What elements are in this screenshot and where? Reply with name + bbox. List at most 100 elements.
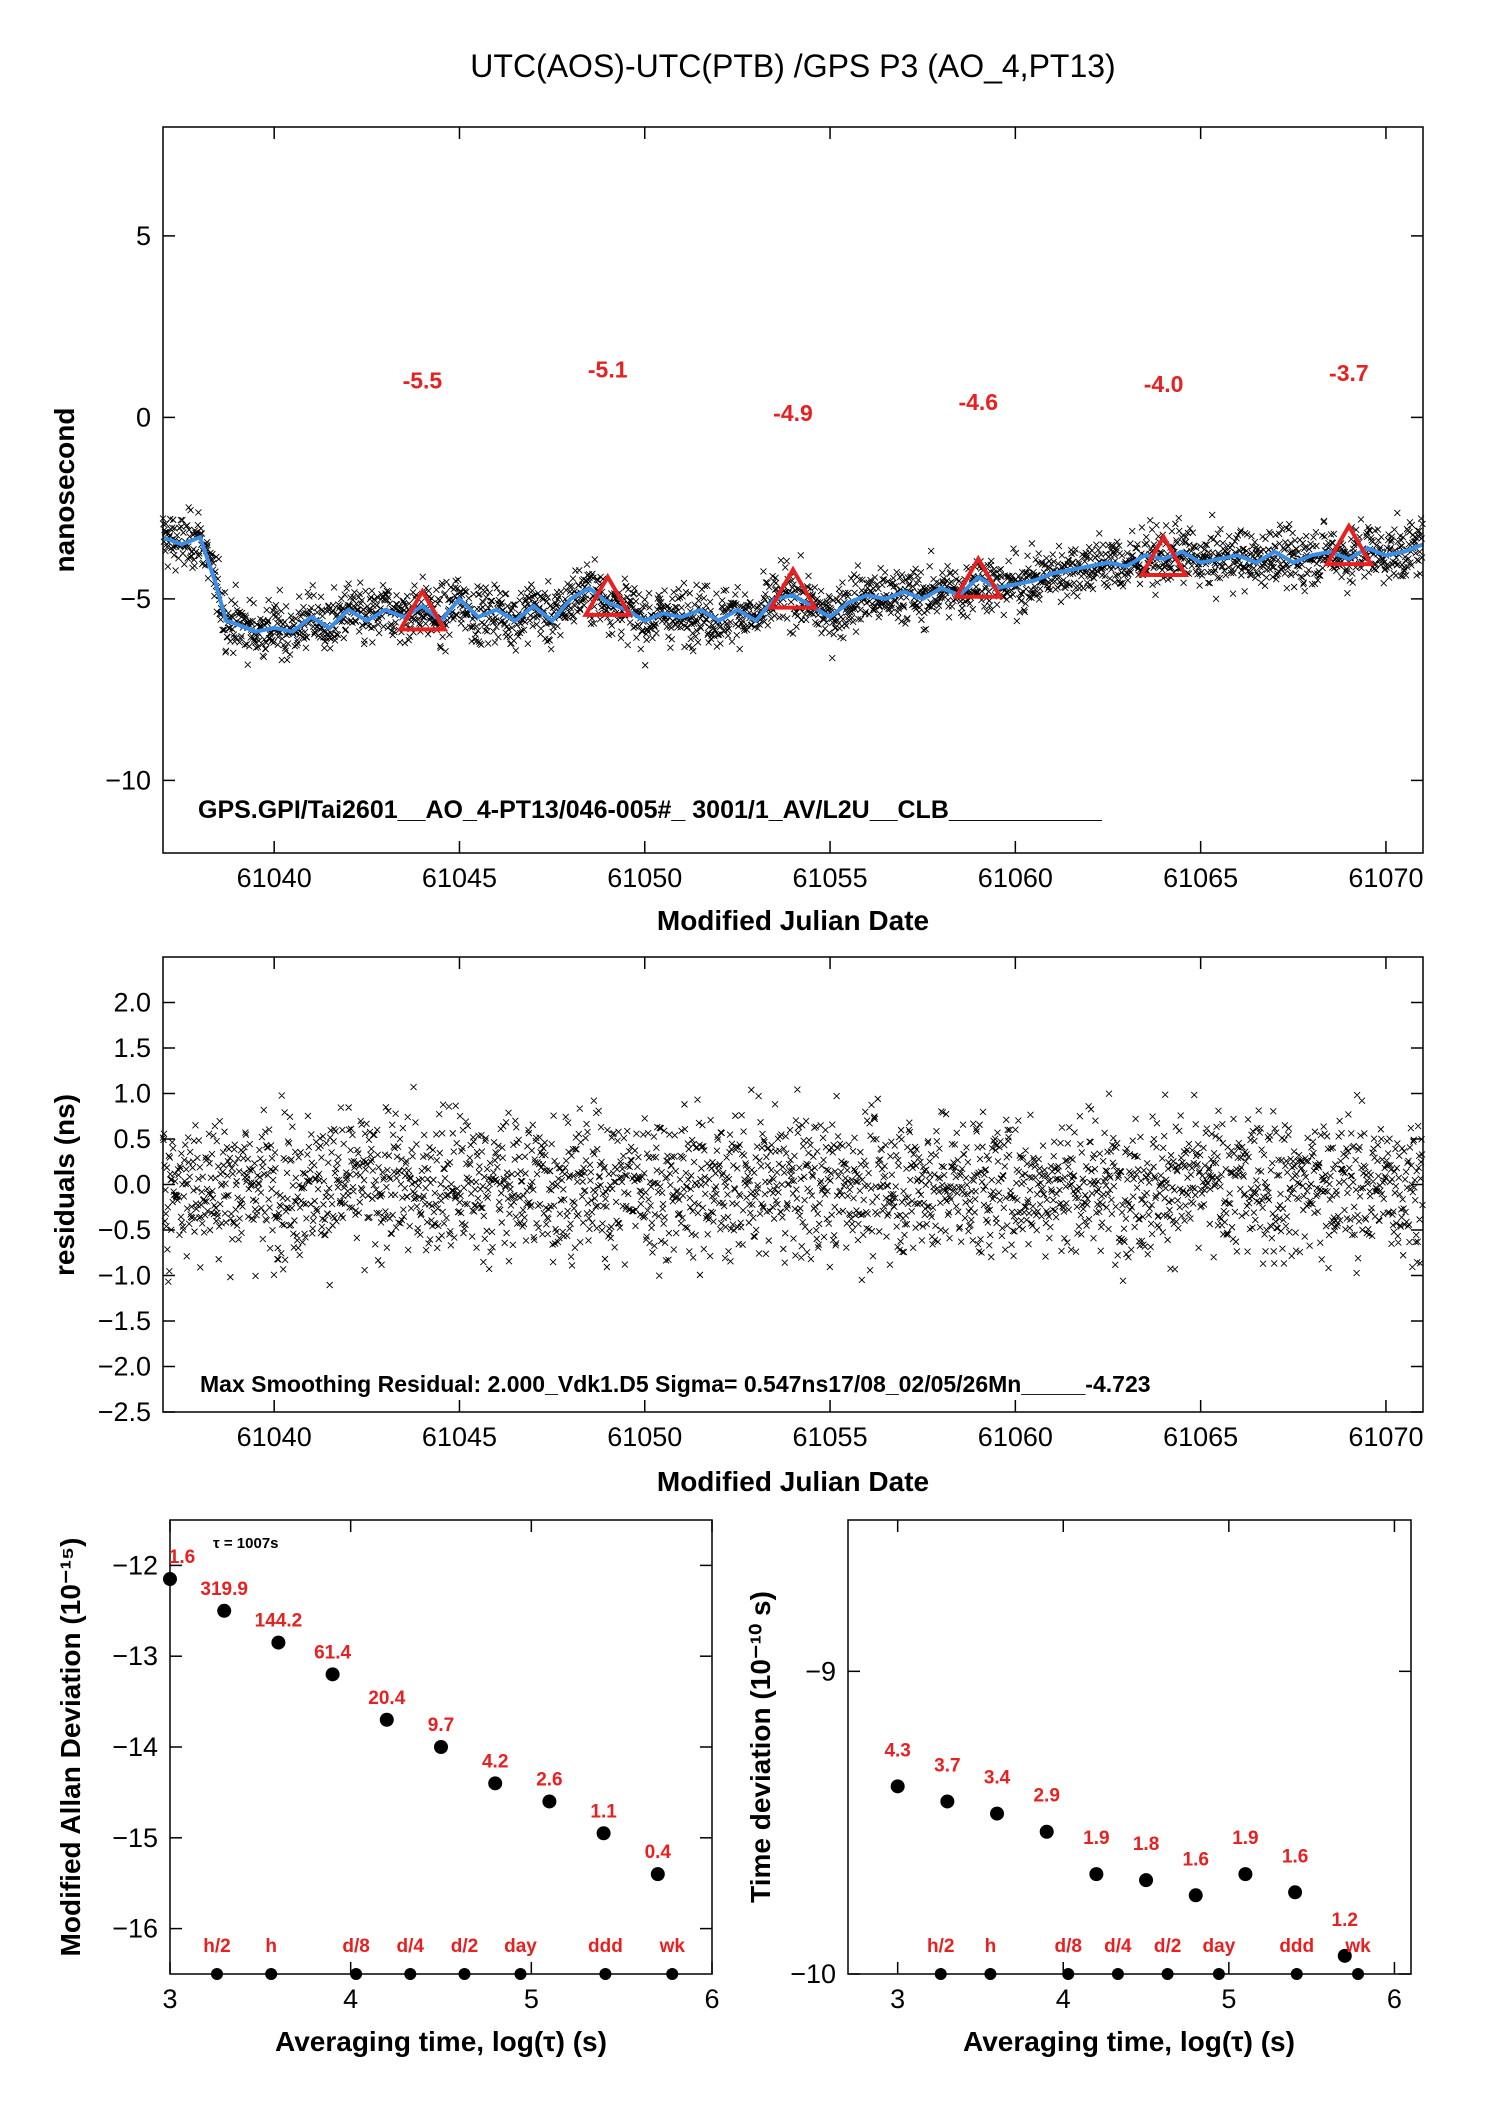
br-data-point [1188, 1888, 1203, 1903]
br-data-point [1139, 1873, 1154, 1888]
br-data-point [1039, 1824, 1054, 1839]
bl-tau-note: τ = 1007s [213, 1535, 279, 1552]
br-points: 4.3 3.7 3.4 2.9 1.9 1.8 1.6 1.9 1.6 1.2 h/2 h d/8 d/4… [884, 1740, 1371, 1980]
middle-x-tick-label: 61055 [793, 1422, 868, 1452]
bl-time-marker [404, 1968, 417, 1980]
panel-top: -5.5 -5.1 -4.9 -4.6 -4.0 -3.7 61040 61045 61050… [49, 126, 1426, 936]
bl-point-label: 1.6 [169, 1547, 195, 1568]
bl-point-label: 319.9 [200, 1579, 248, 1600]
top-x-axis-label: Modified Julian Date [657, 905, 929, 936]
top-ticks: 61040 61045 61050 61055 61060 61065 61070 5 0 −5 −… [105, 127, 1423, 893]
bl-point-label: 20.4 [368, 1688, 405, 1709]
middle-y-tick-label: 0.5 [113, 1124, 151, 1154]
br-point-label: 3.7 [934, 1755, 960, 1776]
figure-title: UTC(AOS)-UTC(PTB) /GPS P3 (AO_4,PT13) [470, 48, 1115, 84]
br-x-tick-label: 5 [1221, 1984, 1236, 2014]
middle-y-tick-label: −2.5 [98, 1397, 151, 1427]
bl-time-marker [350, 1968, 363, 1980]
top-scatter-points [159, 504, 1426, 669]
bl-time-marker-label: d/8 [342, 1936, 369, 1957]
br-y-tick-label: −9 [805, 1656, 836, 1686]
br-time-marker-label: wk [1344, 1936, 1371, 1957]
br-point-label: 1.2 [1332, 1910, 1358, 1931]
bl-ticks: 3 4 5 6 −12 −13 −14 −15 −16 [112, 1520, 720, 2014]
triangle-label: -3.7 [1329, 360, 1369, 386]
br-point-label: 1.9 [1083, 1828, 1109, 1849]
br-time-marker [1161, 1968, 1174, 1980]
bl-x-tick-label: 3 [162, 1984, 177, 2014]
br-data-point [990, 1806, 1005, 1821]
bl-time-marker [458, 1968, 471, 1980]
br-x-axis-label: Averaging time, log(τ) (s) [963, 2026, 1295, 2057]
br-time-marker [1290, 1968, 1303, 1980]
middle-x-tick-label: 61045 [422, 1422, 497, 1452]
middle-x-tick-label: 61065 [1163, 1422, 1238, 1452]
bl-time-marker [666, 1968, 679, 1980]
bl-time-marker-label: day [504, 1936, 537, 1957]
bl-y-axis-label: Modified Allan Deviation (10⁻¹⁵) [55, 1538, 86, 1957]
top-x-tick-label: 61060 [978, 863, 1053, 893]
bl-y-tick-label: −13 [112, 1641, 158, 1671]
middle-plot-frame [162, 956, 1424, 1413]
triangle-label: -4.6 [958, 389, 998, 415]
top-y-tick-label: −5 [120, 584, 151, 614]
br-time-marker-label: d/2 [1154, 1936, 1181, 1957]
br-x-tick-label: 4 [1056, 1984, 1071, 2014]
br-time-marker-label: ddd [1279, 1936, 1314, 1957]
br-data-point [940, 1794, 955, 1809]
triangle-marker [582, 572, 634, 617]
middle-x-tick-label: 61070 [1348, 1422, 1423, 1452]
middle-y-tick-label: 0.0 [113, 1170, 151, 1200]
middle-x-tick-label: 61040 [237, 1422, 312, 1452]
br-point-label: 4.3 [884, 1740, 910, 1761]
triangle-marker [952, 554, 1004, 599]
br-time-marker-label: h/2 [927, 1936, 954, 1957]
top-x-tick-label: 61050 [607, 863, 682, 893]
middle-scatter-marks [159, 1083, 1426, 1289]
br-data-point [1288, 1885, 1303, 1900]
triangle-label: -4.9 [773, 400, 813, 426]
top-x-tick-label: 61065 [1163, 863, 1238, 893]
triangle-label: -5.1 [588, 356, 628, 382]
middle-y-tick-label: −1.5 [98, 1306, 151, 1336]
bl-time-marker [210, 1968, 223, 1980]
br-time-marker [1352, 1968, 1365, 1980]
middle-y-tick-label: 1.5 [113, 1033, 151, 1063]
top-plot-frame [162, 126, 1424, 854]
middle-x-tick-label: 61060 [978, 1422, 1053, 1452]
bl-point-label: 2.6 [536, 1769, 562, 1790]
bl-data-point [434, 1740, 448, 1754]
middle-scatter-points [159, 1083, 1426, 1289]
bl-y-tick-label: −14 [112, 1732, 158, 1762]
triangle-label: -5.5 [403, 367, 443, 393]
br-y-axis-label: Time deviation (10⁻¹⁰ s) [745, 1591, 776, 1903]
top-y-axis-label: nanosecond [49, 408, 80, 573]
bl-time-marker-label: d/2 [451, 1936, 478, 1957]
bl-y-tick-label: −16 [112, 1914, 158, 1944]
br-time-marker-label: h [985, 1936, 997, 1957]
triangle-marker [767, 565, 819, 610]
middle-y-axis-label: residuals (ns) [49, 1094, 80, 1276]
top-y-tick-label: 5 [136, 221, 151, 251]
br-ticks: 3 4 5 6 −9 −10 [790, 1520, 1411, 2014]
br-data-point [890, 1779, 905, 1794]
top-scatter-marks [159, 504, 1426, 669]
br-point-label: 1.9 [1232, 1828, 1258, 1849]
br-point-label: 1.8 [1133, 1834, 1159, 1855]
middle-ticks: 61040 61045 61050 61055 61060 61065 61070 2.0 1.… [98, 957, 1423, 1452]
bl-point-label: 144.2 [255, 1611, 303, 1632]
bl-data-point [163, 1572, 177, 1587]
panel-middle: 61040 61045 61050 61055 61060 61065 61070 2.0 1.… [49, 956, 1426, 1497]
middle-y-tick-label: −2.0 [98, 1352, 151, 1382]
middle-x-axis-label: Modified Julian Date [657, 1466, 929, 1497]
bl-time-marker-label: h [265, 1936, 277, 1957]
top-y-tick-label: −10 [105, 765, 151, 795]
bl-time-marker-label: ddd [588, 1936, 623, 1957]
br-time-marker [1212, 1968, 1225, 1980]
br-time-marker [934, 1968, 947, 1980]
middle-x-tick-label: 61050 [607, 1422, 682, 1452]
bl-time-marker [514, 1968, 527, 1980]
